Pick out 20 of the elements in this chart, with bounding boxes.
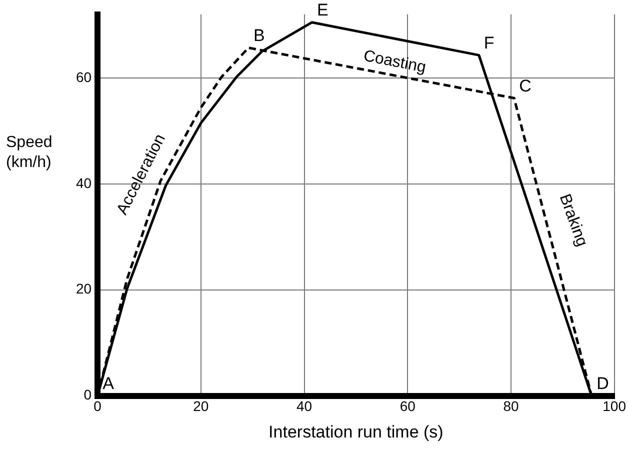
- y-axis-title: Speed (km/h): [6, 133, 54, 173]
- annotation: A: [102, 374, 115, 393]
- y-tick-label: 20: [76, 280, 92, 297]
- annotation: F: [484, 33, 494, 52]
- x-tick-label: 60: [400, 398, 416, 414]
- annotation: E: [317, 0, 328, 20]
- x-tick-label: 100: [602, 398, 626, 414]
- annotation: B: [253, 26, 265, 45]
- annotation: Coasting: [362, 48, 428, 76]
- annotation: Braking: [556, 192, 590, 249]
- y-tick-label: 40: [76, 174, 92, 191]
- y-tick-label: 0: [84, 386, 92, 403]
- x-axis-title: Interstation run time (s): [268, 422, 444, 442]
- x-tick-label: 80: [503, 398, 519, 414]
- annotation: D: [596, 374, 609, 393]
- x-tick-label: 40: [296, 398, 312, 414]
- x-tick-label: 20: [193, 398, 209, 414]
- annotation: C: [519, 76, 532, 96]
- y-tick-label: 60: [76, 68, 92, 85]
- x-tick-label: 0: [94, 398, 102, 414]
